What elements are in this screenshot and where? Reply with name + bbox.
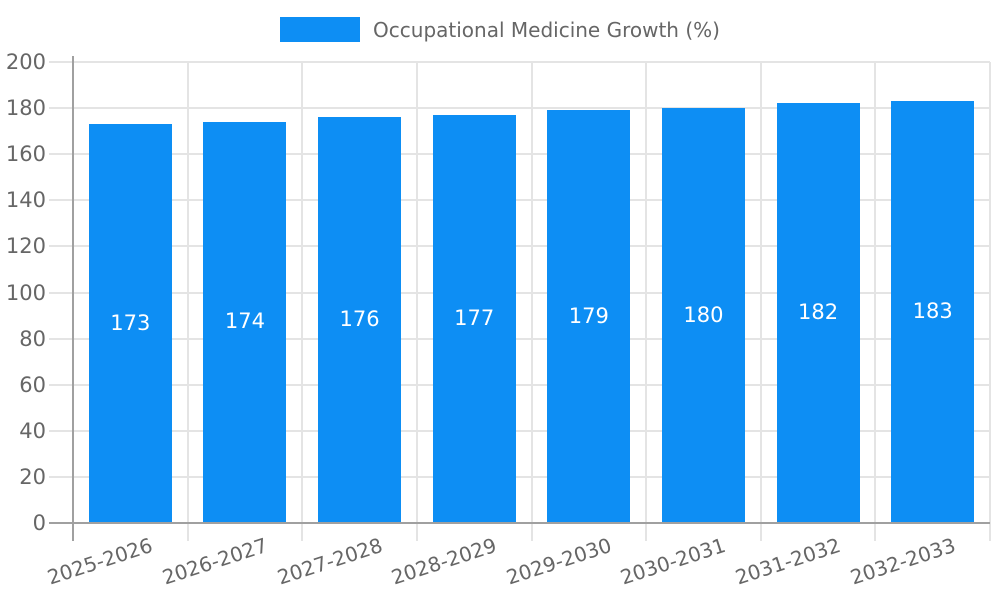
y-gridline [49,383,990,386]
bar-value-label: 174 [224,309,265,334]
y-axis-tick-label: 40 [19,418,46,443]
y-axis-tick-label: 60 [19,372,46,397]
y-gridline [49,245,990,248]
x-axis-tick-label: 2027-2028 [273,533,385,590]
y-axis-line [72,56,74,541]
bar[interactable] [891,101,975,523]
y-gridline [49,337,990,340]
x-gridline [415,62,418,541]
x-gridline [645,62,648,541]
y-axis-tick-label: 200 [5,50,46,74]
y-axis-tick-label: 20 [19,464,46,489]
x-gridline [186,62,189,541]
x-gridline [301,62,304,541]
y-axis-tick-label: 180 [5,96,46,121]
x-axis-line [49,522,990,524]
bar-value-label: 179 [568,303,609,328]
x-axis-tick-label: 2025-2026 [44,533,156,590]
legend-swatch [280,17,361,42]
y-gridline [49,199,990,202]
x-axis-tick-label: 2031-2032 [732,533,844,590]
x-axis-tick-label: 2030-2031 [617,533,729,590]
y-axis-tick-label: 160 [5,142,46,167]
y-axis-tick-label: 0 [32,511,46,535]
bar-value-label: 176 [339,307,380,332]
y-gridline [49,107,990,110]
bar-value-label: 173 [110,310,151,335]
bar-value-label: 182 [798,300,839,325]
y-gridline [49,429,990,432]
bar-value-label: 177 [454,306,495,330]
y-axis-tick-label: 120 [5,234,46,259]
x-gridline [989,62,991,541]
y-gridline [49,153,990,156]
y-gridline [49,291,990,294]
y-axis-tick-label: 100 [5,280,46,305]
bar[interactable] [88,124,172,523]
bar[interactable] [776,103,860,523]
x-axis-tick-label: 2028-2029 [388,533,500,590]
y-gridline [49,475,990,478]
bar[interactable] [547,110,631,523]
bar-value-label: 180 [683,302,724,327]
x-axis-tick-label: 2029-2030 [503,533,615,590]
x-gridline [530,62,533,541]
bar[interactable] [661,108,745,523]
y-axis-tick-label: 80 [19,326,46,351]
x-gridline [874,62,877,541]
x-gridline [759,62,762,541]
bar[interactable] [318,117,402,523]
bar-value-label: 183 [912,299,953,324]
legend-label: Occupational Medicine Growth (%) [373,17,720,42]
bar[interactable] [432,115,516,523]
x-axis-tick-label: 2026-2027 [159,533,271,590]
y-gridline [49,61,990,63]
chart-legend[interactable]: Occupational Medicine Growth (%) [0,17,1000,42]
y-axis-tick-label: 140 [5,188,46,213]
x-axis-tick-label: 2032-2033 [847,533,959,590]
bar[interactable] [203,121,287,523]
